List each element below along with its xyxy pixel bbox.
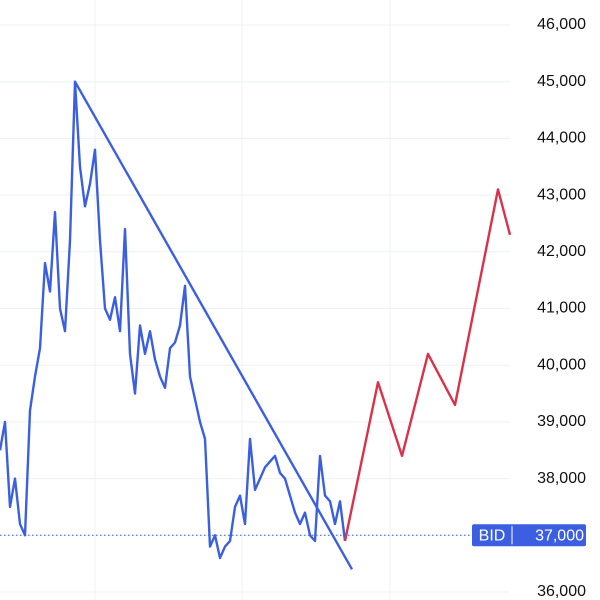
y-tick-label: 40,000 [537,356,586,373]
y-tick-label: 41,000 [537,300,586,317]
bid-badge [472,524,586,547]
y-tick-label: 45,000 [537,73,586,90]
y-tick-label: 44,000 [537,130,586,147]
y-tick-label: 36,000 [537,583,586,600]
y-tick-label: 38,000 [537,470,586,487]
y-tick-label: 39,000 [537,413,586,430]
series-line [73,81,354,570]
series-line [0,80,347,560]
bid-value: 37,000 [535,528,584,545]
bid-label: BID [479,528,506,545]
series-line [343,188,512,542]
y-tick-label: 43,000 [537,186,586,203]
vertical-grid [94,0,391,600]
y-tick-label: 46,000 [537,16,586,33]
y-tick-label: 42,000 [537,243,586,260]
